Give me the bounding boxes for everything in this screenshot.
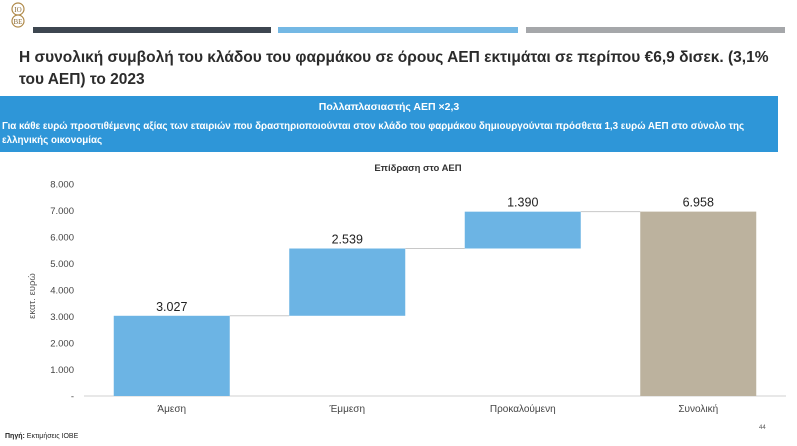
y-tick-label: 6.000 <box>50 233 74 244</box>
bar-2 <box>289 248 406 316</box>
x-axis-categories: Άμεση Έμμεση Προκαλούμενη Συνολική <box>157 403 718 415</box>
y-tick-label: 8.000 <box>50 180 74 191</box>
y-tick-label: 1.000 <box>50 365 74 376</box>
category-label-1: Άμεση <box>157 404 186 415</box>
source-label: Πηγή: <box>5 433 25 440</box>
slide-title: Η συνολική συμβολή του κλάδου του φαρμάκ… <box>19 49 769 88</box>
iobe-logo: IO BE <box>5 2 31 28</box>
y-tick-label: 5.000 <box>50 259 74 270</box>
bar-1 <box>113 315 230 396</box>
y-tick-label: 3.000 <box>50 312 74 323</box>
category-label-2: Έμμεση <box>328 404 365 415</box>
data-labels: 3.027 2.539 1.390 6.958 <box>156 196 714 314</box>
category-label-3: Προκαλούμενη <box>490 403 556 415</box>
bars <box>113 211 757 396</box>
category-label-4: Συνολική <box>678 403 718 415</box>
data-label-3: 1.390 <box>507 196 538 210</box>
y-axis-label: εκατ. ευρώ <box>27 273 38 319</box>
multiplier-banner: Πολλαπλασιαστής ΑΕΠ ×2,3 Για κάθε ευρώ π… <box>0 96 778 152</box>
y-tick-label: - <box>71 392 74 403</box>
page-number: 44 <box>759 425 766 431</box>
waterfall-chart: Επίδραση στο ΑΕΠ εκατ. ευρώ - 1.000 2.000 3… <box>27 163 786 415</box>
source-note: Πηγή: Εκτιμήσεις ΙΟΒΕ <box>5 433 78 440</box>
header-accent-bar-blue <box>278 27 518 33</box>
chart-title: Επίδραση στο ΑΕΠ <box>374 163 461 174</box>
source-text: Εκτιμήσεις ΙΟΒΕ <box>26 433 79 440</box>
header-accent-bar-dark <box>33 27 271 33</box>
bar-3 <box>464 211 581 249</box>
header-accent-bar-gray <box>526 27 785 33</box>
svg-text:BE: BE <box>14 18 23 26</box>
y-axis-ticks: - 1.000 2.000 3.000 4.000 5.000 6.000 7.000 8.00… <box>50 180 74 403</box>
banner-text: Για κάθε ευρώ προστιθέμενης αξίας των ετ… <box>2 121 745 146</box>
y-tick-label: 4.000 <box>50 286 74 297</box>
bar-4 <box>640 211 757 396</box>
data-label-1: 3.027 <box>156 300 187 314</box>
svg-text:IO: IO <box>14 6 21 14</box>
y-tick-label: 7.000 <box>50 206 74 217</box>
data-label-4: 6.958 <box>683 196 714 210</box>
data-label-2: 2.539 <box>332 233 363 247</box>
y-tick-label: 2.000 <box>50 339 74 350</box>
banner-title: Πολλαπλασιαστής ΑΕΠ ×2,3 <box>318 101 460 113</box>
